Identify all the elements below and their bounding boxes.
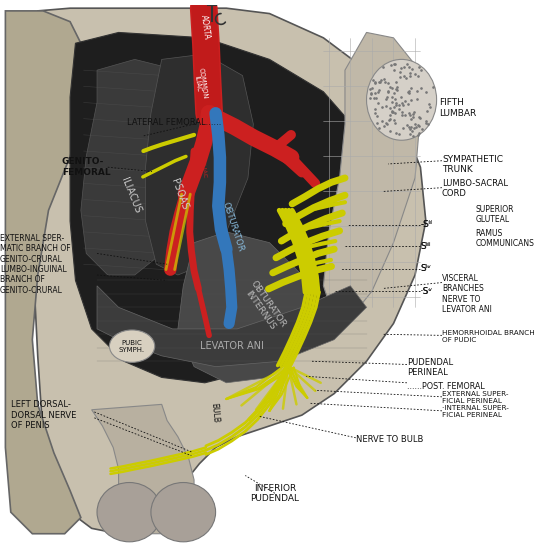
Text: ILIACUS: ILIACUS — [119, 176, 143, 214]
Text: NERVE TO BULB: NERVE TO BULB — [356, 435, 423, 444]
Text: GENITO-
FEMORAL: GENITO- FEMORAL — [62, 157, 111, 177]
Text: OBTURATOR: OBTURATOR — [221, 201, 245, 252]
Ellipse shape — [109, 330, 155, 362]
Polygon shape — [81, 59, 205, 275]
Ellipse shape — [151, 482, 216, 542]
Text: SYMPATHETIC
TRUNK: SYMPATHETIC TRUNK — [442, 155, 503, 174]
Text: RAMUS
COMMUNICANS: RAMUS COMMUNICANS — [476, 229, 534, 248]
Text: AORTA: AORTA — [199, 14, 211, 40]
Text: EXTERNAL SPER-
MATIC BRANCH OF
GENITO-CRURAL
LUMBO-INGUINAL
BRANCH OF
GENITO-CRU: EXTERNAL SPER- MATIC BRANCH OF GENITO-CR… — [0, 234, 71, 295]
Text: FIFTH
LUMBAR: FIFTH LUMBAR — [439, 98, 477, 118]
Text: INFERIOR
PUDENDAL: INFERIOR PUDENDAL — [251, 483, 299, 503]
Text: EXT. ILIAC: EXT. ILIAC — [198, 146, 207, 178]
Text: LUMBO-SACRAL
CORD: LUMBO-SACRAL CORD — [442, 179, 508, 199]
Text: LEFT DORSAL-
DORSAL NERVE
OF PENIS: LEFT DORSAL- DORSAL NERVE OF PENIS — [11, 400, 76, 430]
Text: -Sᴵᴵ: -Sᴵᴵ — [420, 221, 432, 229]
Text: PUBIC
SYMPH.: PUBIC SYMPH. — [119, 340, 145, 353]
Ellipse shape — [367, 59, 437, 140]
Text: Sᴵᵛ: Sᴵᵛ — [420, 264, 431, 273]
Polygon shape — [97, 286, 367, 367]
Text: EXTERNAL SUPER-
FICIAL PERINEAL
·INTERNAL SUPER-
FICIAL PERINEAL: EXTERNAL SUPER- FICIAL PERINEAL ·INTERNA… — [442, 391, 509, 418]
Polygon shape — [178, 232, 312, 383]
Text: Sᴵᵛ: Sᴵᵛ — [420, 264, 431, 273]
Text: SUPERIOR
GLUTEAL: SUPERIOR GLUTEAL — [476, 205, 514, 224]
Text: ·Sᵛ: ·Sᵛ — [420, 287, 432, 296]
Ellipse shape — [97, 482, 161, 542]
Polygon shape — [324, 32, 420, 318]
Polygon shape — [145, 54, 253, 275]
Polygon shape — [6, 11, 86, 534]
Text: ·Sᵛ: ·Sᵛ — [420, 287, 433, 296]
Text: COMMON
ILIAC: COMMON ILIAC — [192, 68, 208, 100]
Text: PUDENDAL
PERINEAL: PUDENDAL PERINEAL — [407, 358, 453, 377]
Text: ......POST. FEMORAL: ......POST. FEMORAL — [407, 382, 485, 390]
Text: PSOAS: PSOAS — [169, 177, 190, 211]
Polygon shape — [70, 32, 377, 383]
Text: BULB: BULB — [209, 402, 220, 423]
Text: HEMORRHOIDAL BRANCH
OF PUDIC: HEMORRHOIDAL BRANCH OF PUDIC — [442, 331, 535, 344]
Text: -Sᴵᴵ: -Sᴵᴵ — [420, 221, 432, 229]
Polygon shape — [32, 8, 426, 534]
Text: LEVATOR ANI: LEVATOR ANI — [200, 341, 264, 351]
Text: Sᴵᴵᴵ: Sᴵᴵᴵ — [420, 242, 430, 251]
Text: VISCERAL
BRANCHES
NERVE TO
LEVATOR ANI: VISCERAL BRANCHES NERVE TO LEVATOR ANI — [442, 274, 492, 314]
Polygon shape — [92, 404, 194, 534]
Text: LATERAL FEMORAL......: LATERAL FEMORAL...... — [127, 118, 221, 128]
Text: Sᴵᴵᴵ: Sᴵᴵᴵ — [420, 242, 431, 251]
Text: OBTURATOR
INTERNUS: OBTURATOR INTERNUS — [241, 279, 288, 335]
